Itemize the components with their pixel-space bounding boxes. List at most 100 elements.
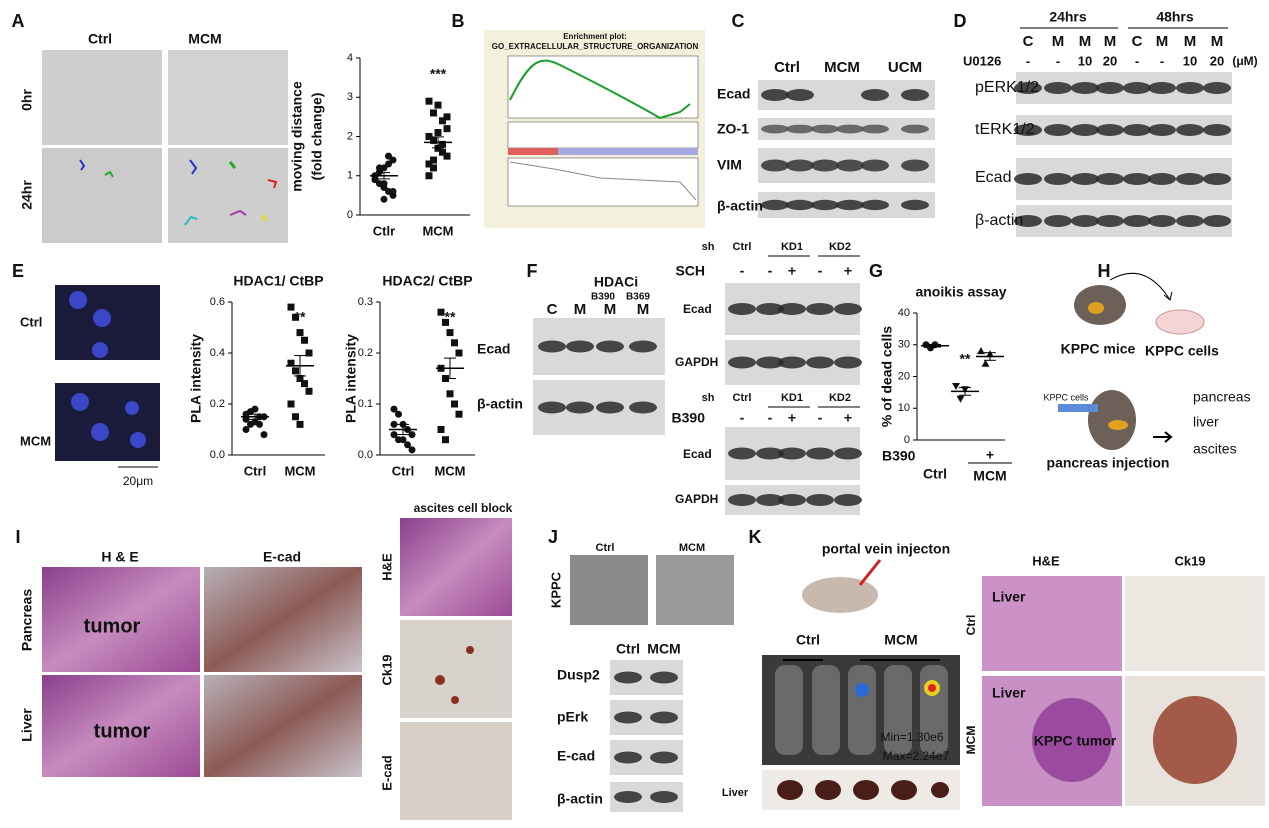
label: Pancreas [19, 589, 35, 651]
band [861, 124, 889, 134]
point [385, 160, 392, 168]
band [1148, 215, 1176, 227]
label: KD1 [781, 392, 803, 404]
label: 10 [1183, 53, 1197, 68]
label: Liver [992, 685, 1026, 701]
x-tick-label: Ctrl [244, 463, 266, 478]
label: - [1135, 53, 1139, 68]
point [389, 156, 397, 164]
panel-label: I [15, 527, 20, 547]
label: Liver [992, 589, 1026, 605]
band [836, 124, 864, 134]
label: - [768, 263, 773, 279]
label: (μM) [1232, 54, 1257, 68]
label: Ctrl [964, 615, 978, 636]
label: + [788, 263, 796, 279]
band [1096, 173, 1124, 185]
enrichment-plot [484, 30, 705, 228]
panel-label: B [452, 11, 465, 31]
label: KPPC cells [1145, 343, 1219, 359]
band [901, 124, 929, 134]
y-tick-label: 0.0 [358, 449, 373, 461]
band [1071, 124, 1099, 136]
band [778, 356, 806, 369]
label: HDACi [594, 274, 638, 290]
label: Liver [722, 787, 749, 799]
point [389, 187, 397, 195]
label: 48hrs [1156, 9, 1194, 25]
label: sh [702, 392, 715, 404]
y-tick-label: 0.4 [210, 347, 225, 359]
band [1148, 124, 1176, 136]
label: KPPC tumor [1034, 733, 1117, 749]
point [437, 426, 445, 433]
label: Dusp2 [557, 667, 600, 683]
label: B369 [626, 292, 650, 303]
label: 20μm [123, 474, 153, 488]
band [806, 356, 834, 369]
point [242, 415, 250, 423]
band [778, 494, 806, 506]
band [614, 791, 642, 803]
band [778, 447, 806, 460]
y-axis-label: PLA intensity [188, 334, 204, 423]
point [425, 133, 433, 140]
label: pERK1/2 [975, 79, 1039, 96]
band [629, 401, 657, 414]
band [901, 89, 929, 101]
y-axis-label: moving distance [289, 81, 305, 192]
label: Ck19 [379, 654, 394, 685]
cell-image [656, 555, 734, 625]
label: Ctrl [596, 542, 615, 554]
point [292, 313, 299, 321]
label: tumor [84, 615, 141, 637]
band [1014, 173, 1042, 185]
y-tick-label: 40 [898, 307, 910, 319]
band [650, 671, 678, 684]
label: MCM [647, 641, 680, 657]
point [451, 400, 458, 408]
band [756, 356, 784, 369]
label: Ecad [477, 341, 510, 357]
band [811, 159, 839, 172]
point [434, 101, 442, 109]
band [1044, 82, 1072, 94]
label: Ecad [683, 447, 712, 461]
point [395, 410, 402, 418]
histology-images [42, 518, 512, 820]
band [566, 340, 594, 353]
label: MCM [20, 433, 51, 448]
point [292, 367, 299, 375]
x-tick-label: MCM [284, 463, 315, 478]
band [1148, 173, 1176, 185]
label: GAPDH [675, 492, 718, 506]
band [861, 199, 889, 211]
panel-label: E [12, 261, 24, 281]
point [981, 359, 990, 367]
point [437, 308, 445, 316]
nuclei [69, 291, 146, 448]
band [1176, 173, 1204, 185]
y-axis-label: % of dead cells [879, 326, 895, 427]
y-tick-label: 20 [898, 370, 910, 382]
band [1071, 82, 1099, 94]
band [538, 401, 566, 414]
band [614, 711, 642, 724]
band [761, 199, 789, 211]
label: 24hr [19, 180, 35, 210]
label: + [844, 263, 852, 279]
point [430, 109, 437, 117]
label: E-cad [379, 755, 394, 790]
band [811, 124, 839, 134]
label: + [986, 447, 994, 463]
label: H&E [379, 553, 394, 581]
band [614, 671, 642, 684]
label: M [1184, 33, 1197, 50]
significance: ** [445, 309, 456, 325]
y-tick-label: 4 [347, 52, 353, 64]
point [442, 318, 449, 326]
y-tick-label: 3 [347, 91, 353, 103]
point [296, 329, 304, 337]
point [430, 156, 437, 164]
